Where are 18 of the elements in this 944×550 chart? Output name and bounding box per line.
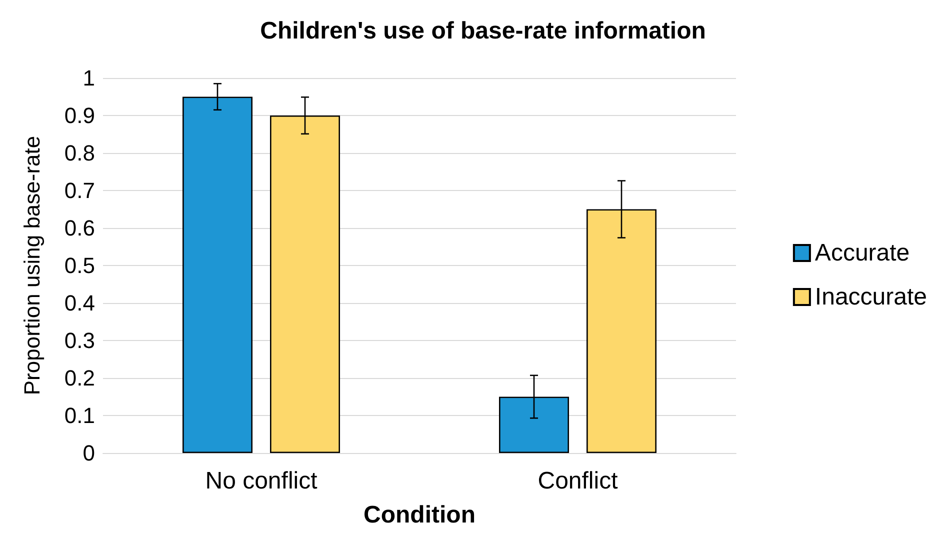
y-tick-label: 0.1	[64, 403, 95, 428]
legend-label: Inaccurate	[814, 284, 928, 310]
legend-label: Accurate	[814, 240, 910, 266]
x-tick-label: Conflict	[538, 468, 618, 494]
y-tick-label: 0.2	[64, 366, 95, 390]
y-axis-title: Proportion using base-rate	[20, 136, 44, 396]
y-tick-label: 1	[82, 66, 95, 90]
x-tick-label: No conflict	[205, 468, 318, 494]
x-axis-title: Condition	[364, 502, 476, 528]
y-tick-label: 0.5	[64, 253, 95, 278]
y-tick-label: 0.9	[64, 103, 95, 128]
y-tick-label: 0.8	[64, 140, 95, 166]
chart-title: Children's use of base-rate information	[260, 18, 706, 44]
y-tick-label: 0.4	[64, 290, 95, 316]
y-tick-label: 0.6	[64, 216, 95, 240]
y-tick-label: 0.3	[64, 328, 95, 353]
y-tick-label: 0.7	[64, 178, 95, 203]
y-tick-label: 0	[82, 440, 95, 466]
